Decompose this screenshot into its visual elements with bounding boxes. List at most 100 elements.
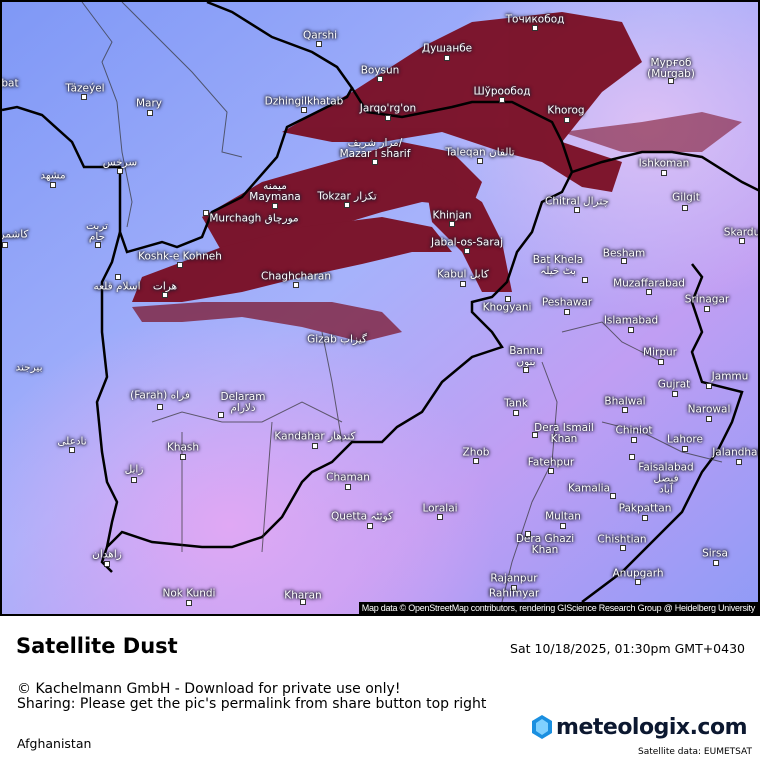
city-marker: [532, 25, 538, 31]
city-label: bat: [1, 77, 19, 90]
city-marker: [2, 242, 8, 248]
logo-hexagon-icon: [532, 715, 553, 739]
city-label: Jarqo'rg'on: [359, 102, 417, 115]
city-marker: [301, 107, 307, 113]
city-label: Multan: [545, 510, 581, 523]
city-marker: [672, 391, 678, 397]
city-marker: [511, 585, 517, 591]
city-marker: [69, 447, 75, 453]
city-marker: [180, 454, 186, 460]
city-label: Taleqan تالقان: [445, 146, 515, 159]
product-title: Satellite Dust: [16, 634, 178, 658]
city-marker: [564, 117, 570, 123]
city-marker: [372, 159, 378, 165]
city-label: اسلام قلعه: [93, 280, 141, 293]
city-marker: [642, 515, 648, 521]
meteologix-logo[interactable]: meteologix.com: [531, 714, 747, 740]
city-marker: [525, 531, 531, 537]
city-label: Bannu بنوں: [509, 345, 543, 368]
province-borders: [81, 2, 723, 603]
city-label: Jabal-os-Saraj: [431, 236, 503, 249]
city-marker: [444, 55, 450, 61]
city-marker: [499, 97, 505, 103]
city-label: Muzaffarabad: [613, 277, 685, 290]
city-label: Dera Ghazi Khan: [515, 533, 575, 556]
city-label: Dera Ismail Khan: [534, 422, 594, 445]
city-label: Dzhingilkhatab: [264, 95, 344, 108]
city-label: Kandahar کندهار: [274, 430, 356, 443]
city-marker: [81, 94, 87, 100]
city-label: Täzeýel: [65, 82, 105, 95]
city-label: Sirsa: [702, 547, 728, 560]
city-label: Chaman: [326, 471, 370, 484]
city-marker: [682, 205, 688, 211]
city-marker: [706, 416, 712, 422]
city-label: میمنه Maymana: [249, 180, 301, 203]
city-label: Kamalia: [567, 482, 611, 495]
sharing-line: Sharing: Please get the pic's permalink …: [17, 696, 487, 712]
city-label: Точикобод: [505, 13, 565, 26]
city-label: Pakpattan: [618, 502, 672, 515]
city-marker: [610, 493, 616, 499]
map-layer: [2, 2, 758, 614]
satellite-map[interactable]: Qarshi Boysun Душанбе Точикобод Мурғоб (Murg…: [0, 0, 760, 616]
city-marker: [117, 168, 123, 174]
city-label: Gujrat: [657, 378, 691, 391]
city-marker: [157, 404, 163, 410]
city-marker: [203, 210, 209, 216]
city-label: Skardu: [723, 226, 760, 239]
city-label: Srinagar: [684, 293, 730, 306]
city-label: Quetta کوئٹہ: [330, 510, 394, 523]
city-marker: [377, 76, 383, 82]
city-marker: [460, 281, 466, 287]
city-label: Fatehpur: [527, 456, 575, 469]
city-label: Loralai: [422, 502, 458, 515]
city-marker: [95, 242, 101, 248]
city-marker: [449, 221, 455, 227]
city-marker: [739, 238, 745, 244]
city-marker: [713, 560, 719, 566]
city-marker: [629, 454, 635, 460]
dust-plume: [132, 12, 742, 342]
city-label: Faisalabad فیصل آباد: [638, 461, 694, 496]
city-label: بیرجند: [15, 361, 43, 374]
city-label: Kharan: [284, 589, 322, 602]
city-marker: [628, 327, 634, 333]
city-marker: [706, 383, 712, 389]
city-label: Шўрообод: [473, 85, 531, 98]
city-marker: [631, 437, 637, 443]
city-label: زابل: [124, 463, 144, 476]
city-label: Chishtian: [597, 533, 647, 546]
city-marker: [661, 170, 667, 176]
city-label: Gizab گیزاب: [307, 333, 367, 346]
city-label: مزار شریف/ Mazar i sharif: [339, 137, 411, 160]
city-marker: [658, 359, 664, 365]
city-label: Chaghcharan: [260, 270, 332, 283]
city-marker: [513, 410, 519, 416]
city-marker: [564, 309, 570, 315]
city-label: Jalandhar: [712, 446, 760, 459]
city-label: مشهد: [40, 169, 66, 182]
city-label: سرخس: [102, 156, 138, 169]
city-marker: [177, 262, 183, 268]
city-marker: [186, 600, 192, 606]
city-marker: [115, 274, 121, 280]
city-marker: [477, 158, 483, 164]
city-label: Qarshi: [302, 29, 338, 42]
city-marker: [646, 289, 652, 295]
city-marker: [293, 282, 299, 288]
city-marker: [385, 115, 391, 121]
city-label: زاهدان: [92, 548, 122, 561]
city-marker: [704, 306, 710, 312]
city-marker: [104, 561, 110, 567]
city-marker: [344, 202, 350, 208]
city-label: Anupgarh: [612, 567, 664, 580]
logo-text: meteologix.com: [556, 714, 747, 740]
city-marker: [505, 296, 511, 302]
map-attribution[interactable]: Map data © OpenStreetMap contributors, r…: [358, 602, 758, 614]
city-label: Murchagh مورچاق: [209, 212, 299, 225]
copyright-line: © Kachelmann GmbH - Download for private…: [17, 681, 401, 697]
city-label: Kabul کابل: [437, 268, 489, 281]
city-marker: [464, 248, 470, 254]
city-marker: [620, 545, 626, 551]
